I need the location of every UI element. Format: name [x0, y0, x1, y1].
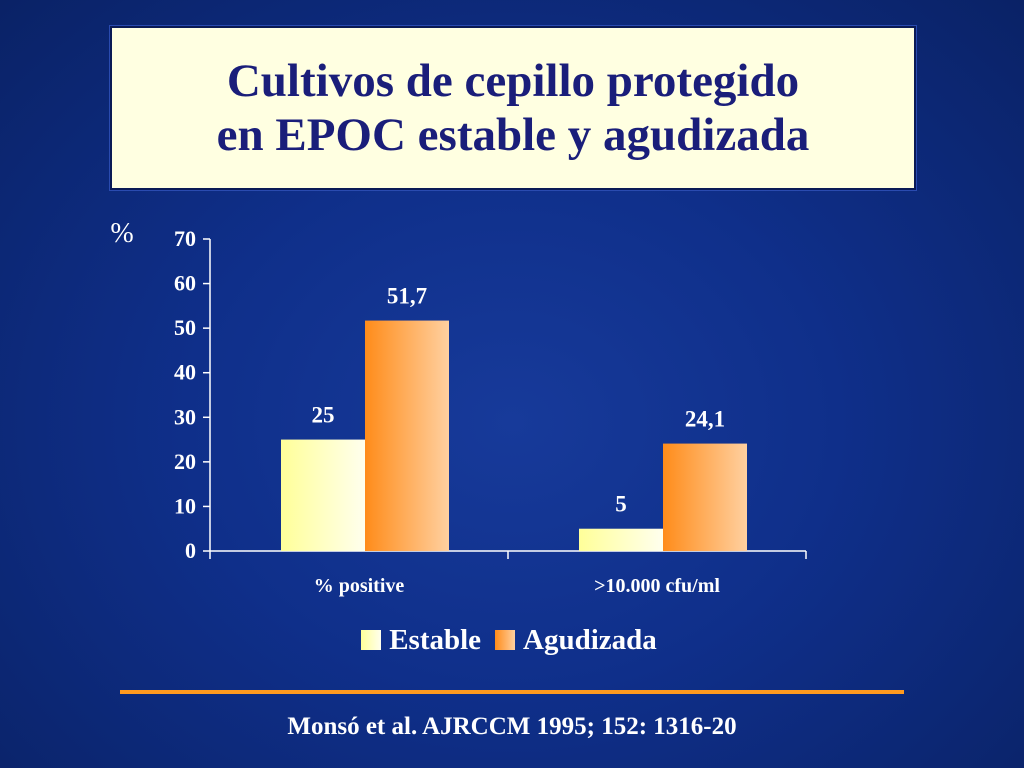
x-category-label: % positive: [314, 575, 405, 597]
y-tick-label: 20: [174, 449, 196, 474]
data-label-agudizada: 51,7: [387, 284, 427, 309]
legend-label-estable: Estable: [389, 623, 482, 656]
legend-swatch-agudizada: [495, 630, 516, 650]
data-label-estable: 25: [312, 403, 335, 428]
title-line-2: en EPOC estable y agudizada: [216, 109, 810, 161]
bar-agudizada: [663, 443, 747, 551]
title-line-1: Cultivos de cepillo protegido: [226, 55, 800, 107]
y-tick-label: 0: [185, 538, 196, 563]
y-tick-label: 50: [174, 315, 196, 340]
title-box: Cultivos de cepillo protegido en EPOC es…: [110, 26, 916, 190]
legend-item-estable: Estable: [361, 624, 481, 657]
divider-line: [120, 690, 904, 694]
legend-label-agudizada: Agudizada: [523, 623, 657, 656]
y-tick-label: 40: [174, 360, 196, 385]
data-label-estable: 5: [615, 492, 627, 517]
y-tick-label: 10: [174, 493, 196, 518]
bar-agudizada: [365, 320, 449, 551]
legend-item-agudizada: Agudizada: [495, 624, 657, 657]
legend: Estable Agudizada: [0, 620, 1024, 660]
bar-estable: [281, 439, 365, 551]
y-tick-label: 30: [174, 404, 196, 429]
y-tick-label: 60: [174, 271, 196, 296]
citation: Monsó et al. AJRCCM 1995; 152: 1316-20: [287, 713, 737, 740]
bar-estable: [579, 528, 663, 551]
x-category-label: >10.000 cfu/ml: [594, 575, 720, 597]
data-label-agudizada: 24,1: [685, 407, 725, 432]
y-axis-label: %: [110, 218, 133, 249]
legend-swatch-estable: [361, 630, 382, 650]
y-tick-label: 70: [174, 226, 196, 251]
